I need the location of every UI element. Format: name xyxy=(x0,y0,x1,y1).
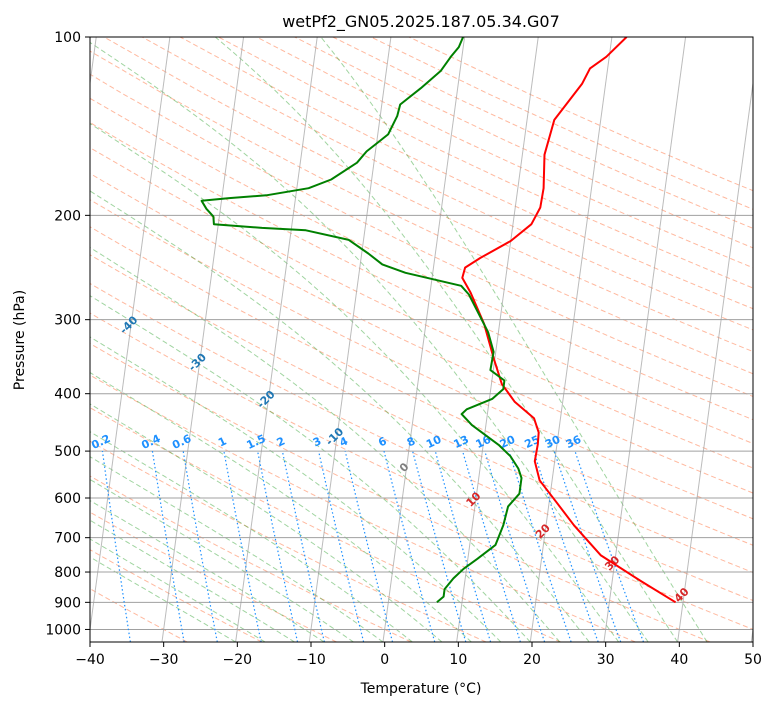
dry-adiabat xyxy=(90,312,753,630)
series-layer xyxy=(200,37,677,604)
moist-adiabat xyxy=(90,122,620,642)
dry-adiabat xyxy=(90,147,753,469)
y-axis-title: Pressure (hPa) xyxy=(12,290,28,390)
y-tick-label: 400 xyxy=(54,387,81,403)
dry-adiabat xyxy=(90,440,487,642)
mixing-ratio-label: 10 xyxy=(424,433,444,451)
moist-adiabat xyxy=(90,336,502,642)
moist-adiabat xyxy=(90,431,413,642)
y-tick-label: 100 xyxy=(54,30,81,46)
dry-adiabat xyxy=(103,37,753,353)
moist-adiabat xyxy=(90,556,236,642)
moist-adiabat xyxy=(90,478,354,642)
x-tick-label: −10 xyxy=(296,652,326,668)
y-tick-label: 500 xyxy=(54,444,81,460)
isotherm-line xyxy=(235,37,318,642)
mixing-ratio-line xyxy=(383,450,436,642)
moist-adiabat xyxy=(90,295,531,642)
isotherm-line xyxy=(90,37,171,634)
moist-adiabat xyxy=(90,41,649,642)
isotherm-line xyxy=(456,37,539,642)
moist-adiabat xyxy=(90,519,295,642)
y-tick-label: 600 xyxy=(54,491,81,507)
y-tick-label: 1000 xyxy=(45,622,81,638)
x-tick-label: 0 xyxy=(380,652,389,668)
mixing-ratio-line xyxy=(344,450,394,642)
y-tick-label: 800 xyxy=(54,565,81,581)
moist-adiabat xyxy=(90,499,325,642)
mixing-ratio-line xyxy=(257,450,299,642)
mixing-ratio-line xyxy=(101,451,131,642)
y-tick-label: 900 xyxy=(54,595,81,611)
moist-adiabat xyxy=(90,538,266,642)
isotherm-line xyxy=(308,37,392,642)
dry-adiabat xyxy=(90,407,561,642)
mixing-ratio-label: 36 xyxy=(564,433,584,451)
tick-layer: −40 −30 −20 −10 0 10 20 30 40 50 100 200 300 400 500 60… xyxy=(45,30,762,668)
mixing-ratio-line xyxy=(223,450,262,642)
dry-adiabat xyxy=(90,172,753,494)
grid-layer xyxy=(90,37,753,642)
plot-frame xyxy=(89,36,754,643)
mixing-ratio-line xyxy=(484,450,546,642)
mixing-ratio-line xyxy=(318,450,365,642)
mixing-ratio-line xyxy=(508,450,572,642)
temperature-profile-line xyxy=(461,37,677,604)
dry-adiabat xyxy=(90,549,263,642)
dry-adiabat xyxy=(90,282,753,602)
chart-title: wetPf2_GN05.2025.187.05.34.G07 xyxy=(282,12,560,32)
y-tick-label: 700 xyxy=(54,531,81,547)
isotherm-line xyxy=(603,37,687,642)
x-tick-label: 10 xyxy=(449,652,467,668)
x-tick-label: −20 xyxy=(223,652,253,668)
x-tick-label: −30 xyxy=(149,652,179,668)
mixing-ratio-label: 20 xyxy=(498,433,518,451)
isotherm-line xyxy=(529,37,613,642)
mixing-ratio-label: 30 xyxy=(543,433,563,451)
x-tick-label: 40 xyxy=(670,652,688,668)
y-tick-label: 300 xyxy=(54,313,81,329)
x-tick-label: −40 xyxy=(75,652,105,668)
x-tick-label: 30 xyxy=(597,652,615,668)
mixing-ratio-line xyxy=(434,450,492,642)
y-tick-label: 200 xyxy=(54,208,81,224)
isotherm-line xyxy=(382,37,466,642)
x-tick-label: 20 xyxy=(523,652,541,668)
dry-adiabat xyxy=(90,50,753,375)
moist-adiabat xyxy=(90,190,590,642)
dewpoint-profile-line xyxy=(200,37,523,604)
dry-adiabat xyxy=(179,37,753,310)
dry-adiabat xyxy=(90,374,636,642)
dry-adiabat xyxy=(90,226,753,546)
mixing-ratio-line xyxy=(412,450,467,642)
dry-adiabat xyxy=(141,37,753,331)
x-tick-label: 50 xyxy=(744,652,762,668)
mixing-ratio-label: 13 xyxy=(451,433,470,451)
isotherm-line xyxy=(677,79,753,642)
dry-adiabat xyxy=(90,199,753,520)
dry-adiabat xyxy=(218,37,753,289)
moist-adiabat xyxy=(90,246,561,642)
isotherm-line xyxy=(161,37,245,642)
mixing-ratio-line xyxy=(574,450,645,642)
moist-adiabat xyxy=(320,37,708,642)
mixing-ratio-line xyxy=(462,450,521,642)
moist-adiabat xyxy=(90,403,443,642)
x-axis-title: Temperature (°C) xyxy=(360,681,482,697)
mixing-ratio-line xyxy=(553,450,622,642)
mixing-ratio-line xyxy=(533,450,599,642)
mixing-ratio-line xyxy=(281,450,325,642)
